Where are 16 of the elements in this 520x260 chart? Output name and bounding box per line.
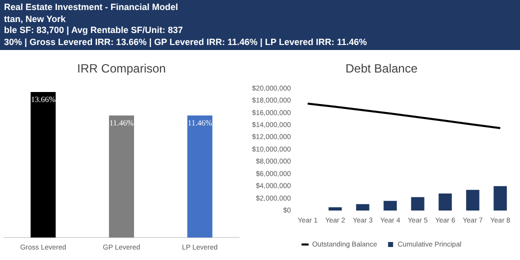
bar: [438, 193, 452, 211]
bar: [328, 207, 342, 211]
text: ttan, New York: [4, 14, 67, 25]
text: ble SF: 83,700 | Avg Rentable SF/Unit: 837: [4, 25, 184, 36]
chart-title: IRR Comparison: [77, 62, 166, 76]
data-label: 13.66%: [30, 95, 56, 104]
text: 30% | Gross Levered IRR: 13.66% | GP Levered IRR: 11.46% | LP Levered IRR: 11.46%: [4, 36, 368, 48]
bar: [466, 190, 480, 211]
text: Real Estate Investment - Financial Model: [4, 2, 180, 14]
bar: [494, 186, 507, 211]
chart-title: Debt Balance: [345, 62, 418, 76]
data-label: 11.46%: [109, 118, 134, 128]
data-label: 11.46%: [188, 118, 212, 128]
bar: [411, 197, 424, 211]
bar: [356, 204, 370, 211]
bar: [384, 200, 397, 211]
